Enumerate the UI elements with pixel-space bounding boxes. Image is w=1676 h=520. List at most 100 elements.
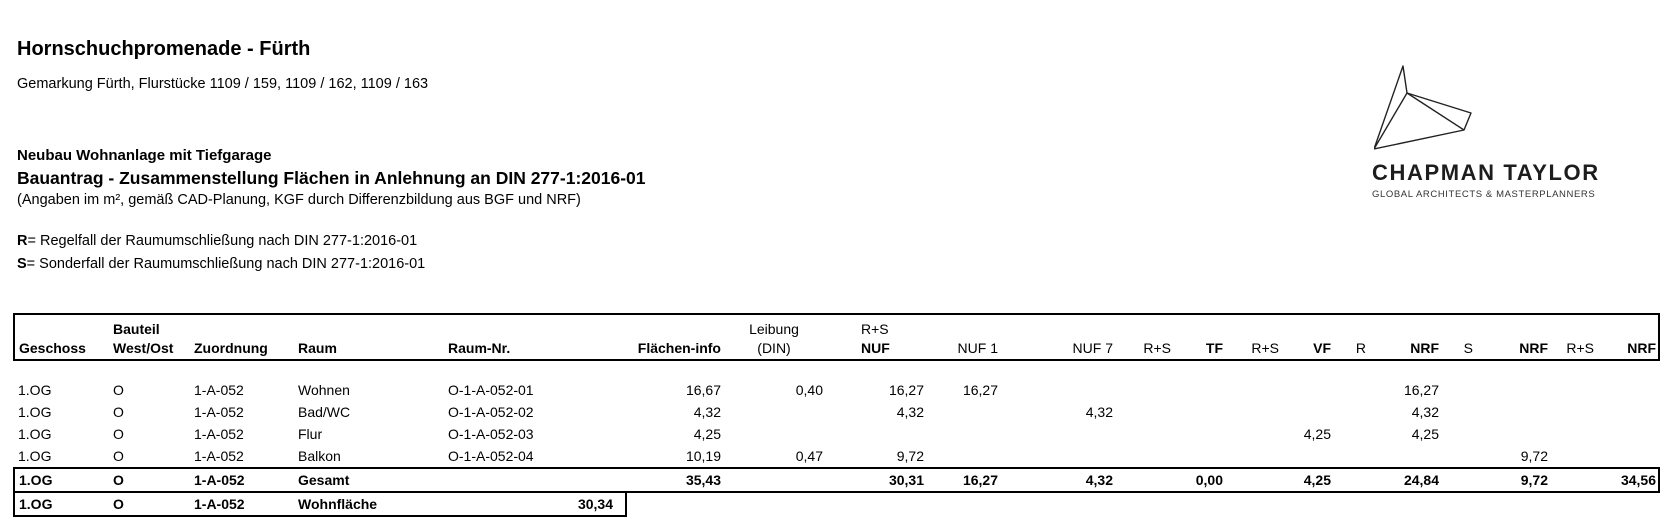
header-cell	[1368, 313, 1441, 337]
header-cell	[13, 313, 109, 337]
legend-key-r: R	[17, 233, 28, 249]
header-cell	[1115, 313, 1173, 337]
table-cell: O	[109, 467, 190, 493]
company-logo: CHAPMAN TAYLOR GLOBAL ARCHITECTS & MASTE…	[1372, 62, 1612, 200]
header-cell	[1225, 313, 1281, 337]
table-cell: 1.OG	[13, 492, 109, 517]
table-cell: 4,32	[1411, 404, 1439, 420]
table-cell	[1550, 445, 1596, 468]
table-cell	[1115, 379, 1173, 401]
table-cell	[1115, 401, 1173, 423]
table-cell	[1115, 445, 1173, 468]
project-line: Neubau Wohnanlage mit Tiefgarage	[17, 147, 272, 164]
table-cell	[1475, 423, 1550, 445]
legend-regelfall: R= Regelfall der Raumumschließung nach D…	[17, 233, 417, 249]
header-cell-raum-nr: Raum-Nr.	[444, 337, 626, 361]
legend-key-s: S	[17, 256, 27, 272]
header-cell	[190, 313, 294, 337]
header-cell	[1281, 313, 1333, 337]
table-cell	[1225, 445, 1281, 468]
header-cell	[294, 313, 444, 337]
table-cell	[1225, 379, 1281, 401]
table-cell: 35,43	[626, 467, 723, 493]
table-cell	[1115, 467, 1173, 493]
header-cell-nuf1: NUF 1	[926, 337, 1000, 361]
table-cell	[1173, 401, 1225, 423]
table-cell: Gesamt	[294, 467, 444, 493]
table-cell: O	[109, 492, 190, 517]
table-cell	[1441, 423, 1475, 445]
table-cell: 4,32	[1085, 404, 1113, 420]
table-cell	[1333, 467, 1368, 493]
table-cell	[723, 423, 825, 445]
table-cell: O	[113, 426, 124, 442]
table-cell	[1596, 401, 1659, 423]
table-cell: 1.OG	[18, 404, 52, 420]
table-cell: Balkon	[298, 448, 341, 464]
table-row: 1.OG O 1-A-052 Bad/WC O-1-A-052-02 4,32 4,32 4,…	[14, 401, 1659, 423]
table-cell	[1550, 467, 1596, 493]
chapman-taylor-logo-icon	[1374, 65, 1472, 150]
table-cell	[1225, 401, 1281, 423]
header-cell-raum: Raum	[294, 337, 444, 361]
table-cell	[926, 423, 1000, 445]
table-body: 1.OG O 1-A-052 Wohnen O-1-A-052-01 16,67 0,40 1…	[13, 360, 1660, 517]
table-cell: O	[113, 404, 124, 420]
table-cell	[1596, 423, 1659, 445]
header-cell: Leibung	[723, 313, 825, 337]
table-cell: 4,25	[693, 426, 721, 442]
table-cell	[1333, 423, 1368, 445]
table-cell: 1.OG	[13, 467, 109, 493]
page-title: Hornschuchpromenade - Fürth	[17, 38, 311, 60]
table-cell: 1-A-052	[194, 404, 244, 420]
table-cell	[1475, 401, 1550, 423]
legend-text-r: = Regelfall der Raumumschließung nach DI…	[27, 233, 418, 249]
table-header: Bauteil Leibung R+S	[13, 313, 1660, 361]
table-cell: O-1-A-052-03	[448, 426, 534, 442]
table-row: 1.OG O 1-A-052 Wohnen O-1-A-052-01 16,67 0,40 1…	[14, 379, 1659, 401]
header-cell-r: R	[1333, 337, 1368, 361]
table-cell: 0,00	[1173, 467, 1225, 493]
header-cell-nrf-2: NRF	[1475, 337, 1550, 361]
table-cell: 1.OG	[18, 382, 52, 398]
table-cell	[1550, 423, 1596, 445]
header-cell-flaechen-info: Flächen-info	[626, 337, 723, 361]
header-cell	[626, 313, 723, 337]
header-cell	[1550, 313, 1596, 337]
table-cell-wohnflaeche-value: 30,34	[444, 492, 627, 517]
table-cell: 30,31	[825, 467, 926, 493]
table-cell: 24,84	[1368, 467, 1441, 493]
table-cell: 9,72	[1475, 467, 1550, 493]
table-cell	[1550, 379, 1596, 401]
header-cell	[1173, 313, 1225, 337]
table-row: 1.OG O 1-A-052 Flur O-1-A-052-03 4,25 4,25 4,25	[14, 423, 1659, 445]
table-cell: O-1-A-052-01	[448, 382, 534, 398]
table-cell: 4,25	[1303, 426, 1331, 442]
table-cell	[1368, 445, 1441, 468]
table-cell: 16,27	[888, 382, 924, 398]
header-cell-nuf7: NUF 7	[1000, 337, 1115, 361]
table-cell: 1-A-052	[194, 382, 244, 398]
table-cell	[1281, 379, 1333, 401]
legend-text-s: = Sonderfall der Raumumschließung nach D…	[26, 256, 426, 272]
header-cell	[1441, 313, 1475, 337]
table-cell: 16,27	[1403, 382, 1439, 398]
table-cell	[1281, 401, 1333, 423]
table-cell	[1115, 423, 1173, 445]
table-cell: O	[113, 448, 124, 464]
header-cell-vf: VF	[1281, 337, 1333, 361]
page-subtitle: Gemarkung Fürth, Flurstücke 1109 / 159, …	[17, 76, 429, 92]
table-cell	[1173, 445, 1225, 468]
table-cell	[926, 401, 1000, 423]
table-cell: O-1-A-052-04	[448, 448, 534, 464]
header-cell-zuordnung: Zuordnung	[190, 337, 294, 361]
table-header-row-bottom: Geschoss West/Ost Zuordnung Raum Raum-Nr…	[13, 337, 1660, 361]
table-cell: 9,72	[1520, 448, 1548, 464]
logo-wordmark: CHAPMAN TAYLOR	[1372, 160, 1600, 185]
table-cell: 4,32	[1000, 467, 1115, 493]
table-cell	[1000, 423, 1115, 445]
table-cell: 4,25	[1281, 467, 1333, 493]
table-cell	[1550, 401, 1596, 423]
table-cell	[1333, 445, 1368, 468]
